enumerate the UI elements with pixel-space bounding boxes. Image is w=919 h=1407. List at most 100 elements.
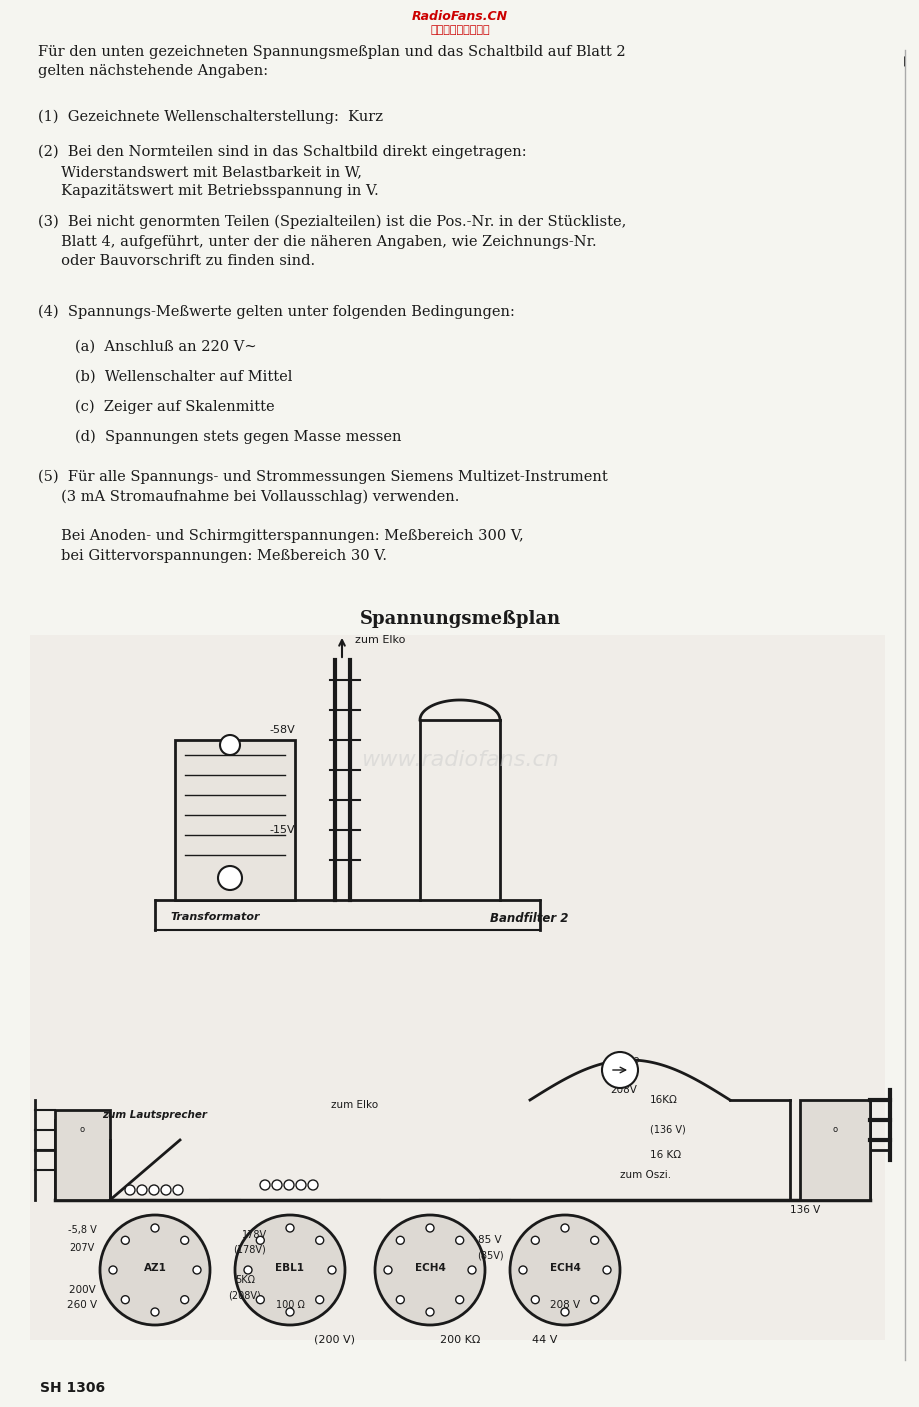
Text: zum Elko: zum Elko [331, 1100, 378, 1110]
Text: EBL1: EBL1 [275, 1263, 304, 1273]
Circle shape [161, 1185, 171, 1195]
Circle shape [315, 1237, 323, 1244]
Circle shape [601, 1052, 637, 1088]
Text: (136 V): (136 V) [650, 1126, 685, 1135]
Circle shape [561, 1224, 568, 1233]
Circle shape [509, 1216, 619, 1325]
Circle shape [234, 1216, 345, 1325]
Circle shape [590, 1296, 598, 1304]
Circle shape [125, 1185, 135, 1195]
Text: 200 KΩ: 200 KΩ [439, 1335, 480, 1345]
Text: 260 V: 260 V [67, 1300, 97, 1310]
Text: RadioFans.CN: RadioFans.CN [412, 10, 507, 23]
Circle shape [590, 1237, 598, 1244]
Text: (3)  Bei nicht genormten Teilen (Spezialteilen) ist die Pos.-Nr. in der Stücklis: (3) Bei nicht genormten Teilen (Spezialt… [38, 215, 626, 269]
Text: Transformator: Transformator [170, 912, 259, 922]
Text: 178V: 178V [243, 1230, 267, 1240]
Text: -58V: -58V [269, 725, 295, 734]
Circle shape [286, 1224, 294, 1233]
Text: z.Elko: z.Elko [609, 1055, 640, 1065]
Text: zum Oszi.: zum Oszi. [619, 1171, 670, 1180]
Text: 5KΩ: 5KΩ [234, 1275, 255, 1285]
Circle shape [151, 1309, 159, 1316]
Text: 208V: 208V [609, 1085, 636, 1095]
Text: o: o [79, 1126, 85, 1134]
Text: (4)  Spannungs-Meßwerte gelten unter folgenden Bedingungen:: (4) Spannungs-Meßwerte gelten unter folg… [38, 305, 515, 319]
Circle shape [121, 1296, 130, 1304]
Bar [175, 740, 295, 900]
Circle shape [375, 1216, 484, 1325]
Text: 44 V: 44 V [532, 1335, 557, 1345]
Circle shape [425, 1224, 434, 1233]
Circle shape [173, 1185, 183, 1195]
Text: (178V): (178V) [233, 1245, 267, 1255]
Circle shape [286, 1309, 294, 1316]
Text: —: — [899, 55, 909, 66]
Circle shape [296, 1180, 306, 1190]
Circle shape [137, 1185, 147, 1195]
Text: zum Lautsprecher: zum Lautsprecher [102, 1110, 208, 1120]
Circle shape [180, 1296, 188, 1304]
Text: (b)  Wellenschalter auf Mittel: (b) Wellenschalter auf Mittel [75, 370, 292, 384]
Circle shape [468, 1266, 475, 1273]
Circle shape [244, 1266, 252, 1273]
Text: Spannungsmeßplan: Spannungsmeßplan [359, 611, 560, 628]
Text: (c)  Zeiger auf Skalenmitte: (c) Zeiger auf Skalenmitte [75, 400, 275, 415]
Circle shape [218, 865, 242, 891]
Circle shape [328, 1266, 335, 1273]
Circle shape [396, 1237, 403, 1244]
Circle shape [308, 1180, 318, 1190]
Circle shape [383, 1266, 391, 1273]
Text: 208 V: 208 V [550, 1300, 580, 1310]
Circle shape [193, 1266, 200, 1273]
Circle shape [121, 1237, 130, 1244]
Text: 16 KΩ: 16 KΩ [650, 1150, 680, 1159]
Text: (d)  Spannungen stets gegen Masse messen: (d) Spannungen stets gegen Masse messen [75, 431, 401, 445]
Bar [800, 1100, 869, 1200]
Text: ECH4⁠: ECH4⁠ [549, 1263, 580, 1273]
Text: zum Elko: zum Elko [355, 635, 405, 644]
Circle shape [256, 1237, 264, 1244]
Text: 200V⁠: 200V⁠ [69, 1285, 96, 1294]
Text: (1)  Gezeichnete Wellenschalterstellung:  Kurz: (1) Gezeichnete Wellenschalterstellung: … [38, 110, 382, 124]
Text: o: o [832, 1126, 836, 1134]
Text: (a)  Anschluß an 220 V∼: (a) Anschluß an 220 V∼ [75, 340, 256, 355]
Circle shape [260, 1180, 269, 1190]
Circle shape [315, 1296, 323, 1304]
Circle shape [256, 1296, 264, 1304]
Text: 207V: 207V [69, 1242, 95, 1254]
Circle shape [455, 1296, 463, 1304]
Circle shape [531, 1237, 539, 1244]
Text: (5)  Für alle Spannungs- und Strommessungen Siemens Multizet-Instrument
     (3 : (5) Für alle Spannungs- und Strommessung… [38, 470, 607, 563]
Text: 100 Ω: 100 Ω [276, 1300, 304, 1310]
Text: (208V): (208V) [229, 1290, 261, 1300]
Circle shape [284, 1180, 294, 1190]
Circle shape [531, 1296, 539, 1304]
Circle shape [220, 734, 240, 756]
Text: 85 V: 85 V [478, 1235, 501, 1245]
Text: -15V: -15V [269, 825, 295, 834]
Text: ECH4: ECH4 [414, 1263, 445, 1273]
Text: 136 V: 136 V [789, 1204, 820, 1216]
Bar [55, 1110, 110, 1200]
Bar [30, 635, 884, 1339]
Circle shape [602, 1266, 610, 1273]
Text: 收音机爱好者资料库: 收音机爱好者资料库 [430, 25, 489, 35]
Text: 16KΩ: 16KΩ [650, 1095, 677, 1104]
Text: (2)  Bei den Normteilen sind in das Schaltbild direkt eingetragen:
     Widersta: (2) Bei den Normteilen sind in das Schal… [38, 145, 526, 198]
Circle shape [100, 1216, 210, 1325]
Text: -5,8 V: -5,8 V [68, 1225, 96, 1235]
Text: Für den unten gezeichneten Spannungsmeßplan und das Schaltbild auf Blatt 2
gelte: Für den unten gezeichneten Spannungsmeßp… [38, 45, 625, 79]
Circle shape [272, 1180, 282, 1190]
Text: (200 V): (200 V) [314, 1335, 355, 1345]
Text: (85V): (85V) [476, 1249, 503, 1261]
Text: SH 1306: SH 1306 [40, 1382, 105, 1394]
Circle shape [108, 1266, 117, 1273]
Circle shape [561, 1309, 568, 1316]
Text: www.radiofans.cn: www.radiofans.cn [360, 750, 559, 770]
Text: AZ1: AZ1 [143, 1263, 166, 1273]
Circle shape [151, 1224, 159, 1233]
Circle shape [518, 1266, 527, 1273]
Circle shape [149, 1185, 159, 1195]
Circle shape [396, 1296, 403, 1304]
